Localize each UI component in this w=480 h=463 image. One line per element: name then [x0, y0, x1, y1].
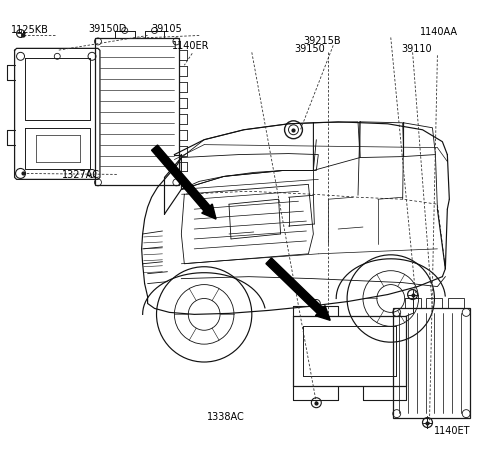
FancyArrow shape [266, 258, 330, 321]
Text: 39150: 39150 [295, 44, 325, 54]
Text: 39150D: 39150D [88, 24, 126, 33]
Text: 1125KB: 1125KB [11, 25, 48, 34]
Text: 1140AA: 1140AA [420, 26, 457, 37]
Text: 1140ER: 1140ER [172, 41, 210, 51]
Bar [427, 299, 443, 309]
Text: 39105: 39105 [152, 24, 182, 33]
Text: 1140ET: 1140ET [434, 425, 471, 435]
Bar [95, 39, 180, 186]
Text: 39215B: 39215B [303, 37, 341, 46]
Text: 39110: 39110 [402, 44, 432, 54]
Bar [405, 299, 420, 309]
FancyArrow shape [152, 146, 216, 219]
Text: 1327AC: 1327AC [62, 170, 100, 180]
Bar [393, 309, 470, 418]
Text: 1338AC: 1338AC [207, 411, 245, 421]
Bar [448, 299, 464, 309]
